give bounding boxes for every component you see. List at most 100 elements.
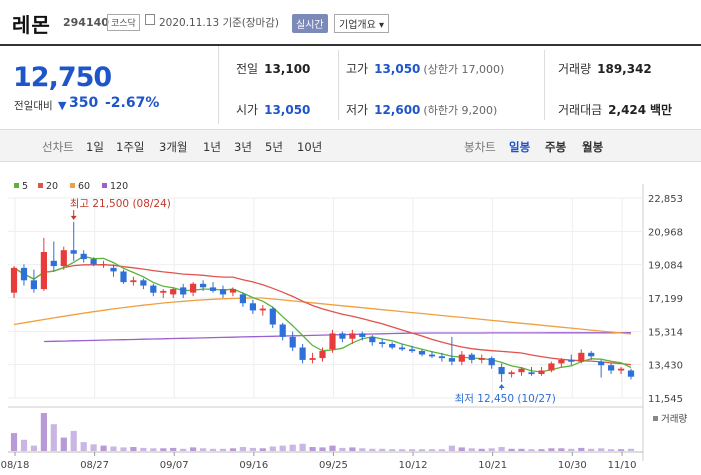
high-annotation: 최고 21,500 (08/24) (70, 198, 171, 210)
company-info-dropdown[interactable]: 기업개요 ▾ (334, 14, 389, 33)
x-tick-label: 10/12 (399, 460, 428, 471)
volume-bar (200, 448, 207, 451)
volume-bar (379, 448, 386, 451)
candle-body (190, 283, 197, 293)
volume-bar (209, 448, 217, 451)
candle-body (279, 324, 286, 337)
candle-body (40, 252, 47, 290)
x-tick-label: 08/18 (1, 460, 30, 471)
volume-bar (399, 449, 406, 451)
ma20-line (13, 264, 632, 366)
candle-body (60, 250, 67, 267)
candle-body (209, 287, 217, 291)
candle-body (110, 267, 117, 272)
stat-value: 2,424 (608, 103, 647, 117)
volume-bar (409, 449, 416, 451)
candle-body (498, 367, 505, 375)
candle-body (468, 354, 475, 360)
candle-body (488, 358, 495, 366)
volume-bar (438, 449, 445, 451)
calendar-icon (145, 14, 155, 25)
period-1w[interactable]: 1주일 (116, 140, 145, 154)
candle-body (568, 359, 575, 362)
ma60-line (13, 297, 632, 335)
y-tick-label: 15,314 (648, 327, 683, 338)
candle-monthly-tab[interactable]: 월봉 (582, 140, 604, 154)
volume-bar (269, 446, 276, 451)
volume-bar (627, 448, 635, 451)
candle-body (588, 352, 595, 357)
candle-body (448, 358, 455, 362)
lower-limit: (하한가 9,200) (423, 104, 498, 117)
period-1y[interactable]: 1년 (203, 140, 221, 154)
candle-body (249, 303, 256, 311)
volume-bar (110, 446, 117, 451)
stock-candle-chart[interactable]: 22,853 20,968 19,084 17,199 15,314 13,430 11,5… (0, 176, 701, 475)
candle-body (598, 361, 605, 366)
candle-body (160, 290, 167, 293)
candle-body (309, 358, 316, 360)
candle-body (369, 336, 376, 343)
candle-weekly-tab[interactable]: 주봉 (545, 140, 567, 154)
period-10y[interactable]: 10년 (297, 140, 323, 154)
price-change: 350 (69, 95, 99, 111)
stat-label: 고가 (346, 62, 369, 76)
candle-body (438, 356, 445, 359)
volume-bar (329, 445, 336, 451)
volume-bar (558, 448, 565, 451)
legend-swatch (38, 183, 43, 188)
volume-bar (279, 445, 286, 451)
period-1d[interactable]: 1일 (86, 140, 104, 154)
line-chart-label[interactable]: 선차트 (42, 140, 74, 154)
volume-bar (359, 448, 366, 451)
stat-value: 12,600 (374, 103, 421, 117)
stat-value: 13,100 (264, 62, 311, 76)
x-tick-label: 10/21 (478, 460, 507, 471)
realtime-button[interactable]: 실시간 (292, 14, 328, 33)
volume-bar (618, 449, 625, 451)
candle-body (20, 267, 28, 281)
market-badge: 코스닥 (107, 14, 140, 31)
candle-body (80, 253, 87, 260)
chart-toolbar: 선차트 1일 1주일 3개월 1년 3년 5년 10년 봉차트 일봉 주봉 월봉 (0, 129, 701, 162)
volume-bar (239, 447, 246, 451)
period-3y[interactable]: 3년 (234, 140, 252, 154)
candle-chart-label[interactable]: 봉차트 (464, 140, 496, 154)
y-tick-label: 13,430 (648, 361, 683, 372)
candle-body (180, 287, 187, 295)
candle-body (289, 336, 296, 348)
x-tick-label: 08/27 (80, 460, 109, 471)
volume-bar (180, 448, 187, 451)
volume-bar (389, 449, 396, 451)
candle-body (428, 354, 436, 357)
volume-bar (20, 439, 28, 451)
x-tick-label: 09/25 (319, 460, 348, 471)
candle-body (508, 372, 515, 375)
period-5y[interactable]: 5년 (265, 140, 283, 154)
volume-bar (598, 448, 605, 451)
stat-prev-close: 전일 13,100 (236, 60, 310, 77)
volume-bar (498, 447, 505, 451)
stat-value: 189,342 (597, 62, 652, 76)
period-3m[interactable]: 3개월 (159, 140, 188, 154)
volume-bar (70, 430, 77, 451)
candle-body (90, 259, 97, 265)
volume-bar (140, 447, 147, 451)
stats-divider (338, 50, 339, 120)
volume-bar (160, 448, 167, 451)
stat-label: 시가 (236, 103, 259, 117)
stat-high: 고가 13,050 (상한가 17,000) (346, 60, 504, 77)
stock-code: 294140 (63, 16, 109, 29)
stat-unit: 백만 (649, 103, 673, 117)
candle-body (359, 333, 366, 337)
volume-bar (40, 413, 47, 451)
legend-label: 120 (110, 181, 128, 192)
volume-bar (319, 447, 326, 451)
candle-body (70, 250, 77, 254)
candle-daily-tab[interactable]: 일봉 (509, 140, 531, 154)
volume-bar (448, 445, 455, 451)
candle-body (389, 344, 396, 348)
base-date: 2020.11.13 기준(장마감) (159, 17, 279, 29)
candle-body (30, 280, 37, 290)
candle-body (528, 372, 535, 375)
